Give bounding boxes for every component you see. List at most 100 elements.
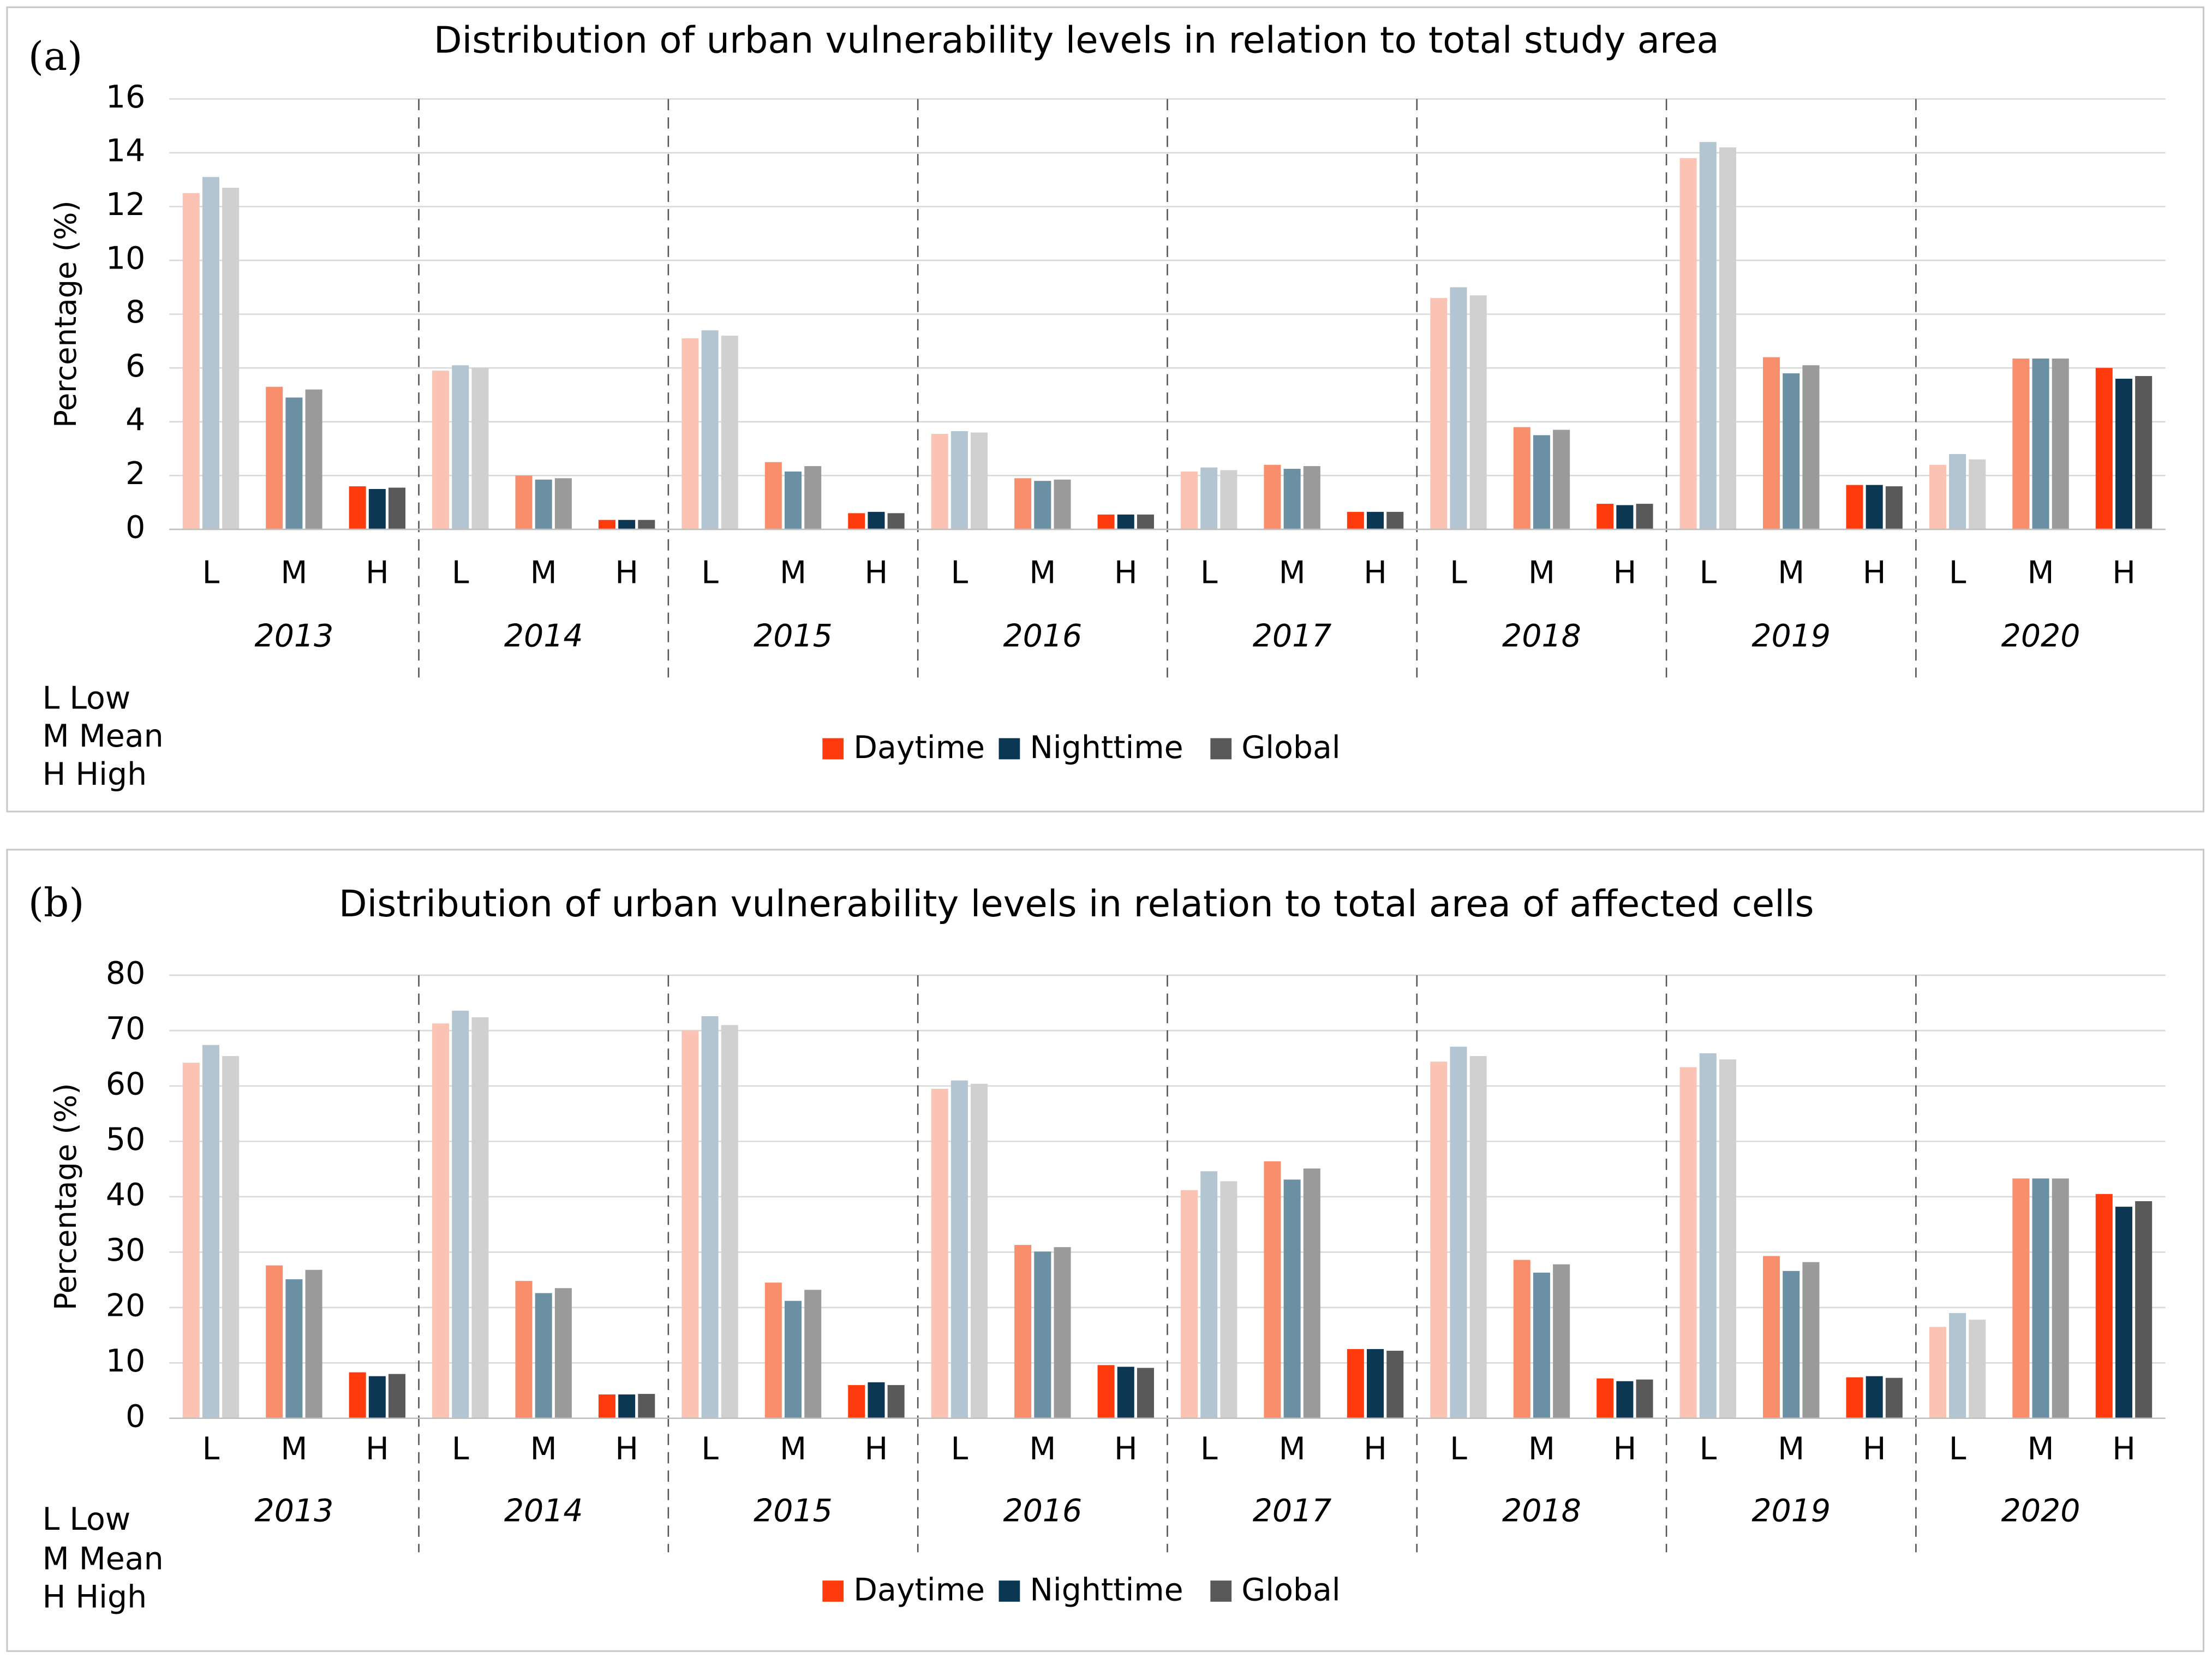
- bar: [554, 478, 572, 529]
- x-tick-label: H: [1114, 1431, 1138, 1467]
- bar: [1929, 1327, 1946, 1418]
- panel-label: (a): [28, 34, 83, 80]
- y-tick-label: 14: [106, 133, 145, 169]
- bar: [887, 513, 905, 529]
- bar: [1469, 295, 1487, 529]
- bar: [1347, 511, 1364, 529]
- bar: [515, 1281, 533, 1418]
- x-tick-label: L: [202, 1431, 220, 1467]
- bar: [1636, 1379, 1653, 1418]
- bar: [618, 520, 636, 529]
- bar: [804, 1290, 822, 1418]
- bar: [2032, 1178, 2049, 1418]
- bar: [202, 177, 219, 529]
- bar: [1303, 466, 1320, 529]
- bar: [515, 475, 533, 529]
- bar: [1367, 511, 1384, 529]
- bar: [1719, 147, 1736, 529]
- x-tick-label: H: [615, 1431, 638, 1467]
- bar: [1533, 435, 1550, 529]
- x-tick-label: M: [280, 554, 307, 591]
- bar: [2052, 1178, 2069, 1418]
- year-label: 2015: [754, 1493, 833, 1529]
- bar: [1553, 1264, 1570, 1418]
- x-tick-label: M: [1279, 554, 1306, 591]
- year-label: 2017: [1253, 618, 1332, 654]
- x-tick-label: M: [530, 554, 557, 591]
- bar: [1783, 373, 1800, 529]
- x-tick-label: L: [1200, 554, 1218, 591]
- year-label: 2014: [504, 1493, 583, 1529]
- x-tick-label: H: [1863, 1431, 1886, 1467]
- legend-label: Nighttime: [1030, 1572, 1183, 1608]
- y-tick-label: 0: [125, 510, 145, 546]
- panel-label: (b): [28, 880, 85, 926]
- year-label: 2018: [1502, 618, 1581, 654]
- bar: [1783, 1271, 1800, 1418]
- bar: [1180, 471, 1198, 529]
- x-tick-label: L: [951, 1431, 969, 1467]
- bar: [1846, 1377, 1863, 1418]
- x-tick-label: L: [951, 554, 969, 591]
- legend-note: M Mean: [43, 718, 164, 754]
- bar: [1533, 1272, 1550, 1418]
- bar: [2032, 358, 2049, 529]
- bar: [1802, 1262, 1820, 1418]
- bar: [804, 466, 822, 529]
- bar: [681, 338, 699, 529]
- x-tick-label: L: [701, 1431, 719, 1467]
- legend-swatch: [999, 1580, 1020, 1602]
- x-tick-label: L: [1450, 1431, 1467, 1467]
- x-tick-label: M: [1029, 1431, 1056, 1467]
- bar: [1430, 298, 1448, 529]
- x-tick-label: M: [1778, 554, 1804, 591]
- bar: [1367, 1349, 1384, 1418]
- bar: [1220, 1181, 1237, 1418]
- bar: [2095, 1194, 2113, 1418]
- bar: [471, 1017, 489, 1418]
- y-tick-label: 6: [125, 348, 145, 384]
- bar: [285, 1279, 303, 1418]
- chart-title: Distribution of urban vulnerability leve…: [434, 19, 1719, 61]
- bar: [1283, 469, 1301, 529]
- bar: [1034, 1251, 1051, 1418]
- bar: [202, 1045, 219, 1418]
- bar: [2052, 358, 2069, 529]
- x-tick-label: L: [1200, 1431, 1218, 1467]
- bar: [1450, 1046, 1467, 1418]
- year-label: 2018: [1502, 1493, 1581, 1529]
- legend-note: L Low: [43, 680, 131, 716]
- bar: [1303, 1168, 1320, 1418]
- bar: [931, 1088, 948, 1418]
- bar: [452, 1010, 469, 1418]
- bar: [305, 1269, 322, 1418]
- bar: [701, 1016, 719, 1418]
- bar: [1054, 479, 1071, 529]
- year-label: 2020: [2001, 1493, 2081, 1529]
- y-tick-label: 30: [106, 1232, 145, 1268]
- legend-label: Daytime: [853, 730, 985, 766]
- x-tick-label: M: [1528, 1431, 1555, 1467]
- x-tick-label: M: [530, 1431, 557, 1467]
- x-tick-label: H: [1364, 554, 1387, 591]
- bar: [1386, 511, 1404, 529]
- bar: [721, 1025, 738, 1418]
- bar: [1097, 1365, 1115, 1418]
- x-tick-label: M: [1778, 1431, 1804, 1467]
- bar: [2012, 358, 2030, 529]
- bar: [1200, 1171, 1218, 1418]
- bar: [1386, 1350, 1404, 1418]
- legend-note: H High: [43, 1579, 147, 1615]
- bar: [1866, 1376, 1883, 1418]
- bar: [1264, 1161, 1281, 1418]
- y-tick-label: 8: [125, 294, 145, 330]
- bar: [1014, 478, 1032, 529]
- x-tick-label: M: [2027, 1431, 2054, 1467]
- bar: [1679, 1067, 1697, 1418]
- year-label: 2013: [255, 1493, 334, 1529]
- y-tick-label: 40: [106, 1177, 145, 1213]
- bar: [1763, 1256, 1780, 1418]
- bar: [182, 1063, 200, 1418]
- bar: [432, 1023, 450, 1418]
- bar: [721, 336, 738, 529]
